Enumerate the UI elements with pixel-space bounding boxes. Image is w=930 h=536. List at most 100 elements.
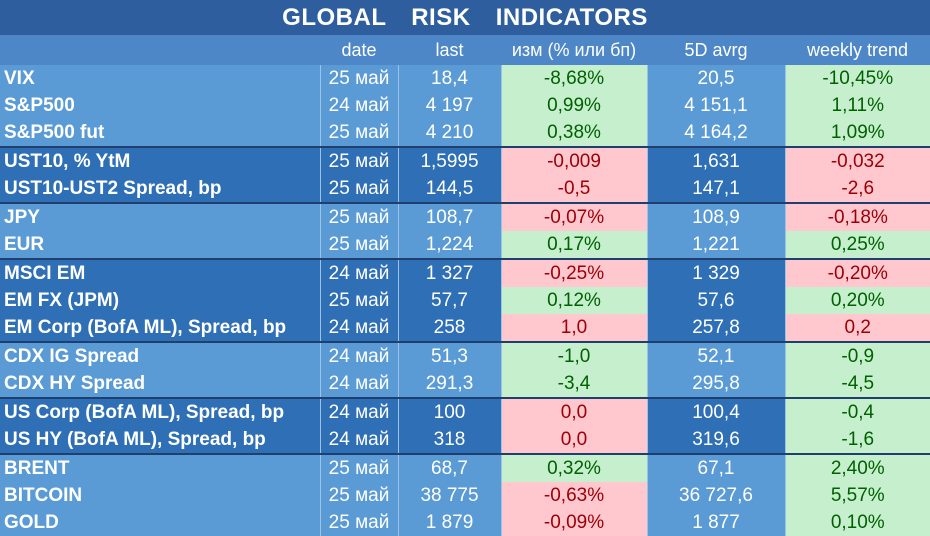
table-row: CDX IG Spread 24 май 51,3 -1,0 52,1 -0,9 <box>0 341 930 370</box>
indicator-change: 0,32% <box>501 453 647 482</box>
indicator-5d-average: 57,6 <box>646 287 786 314</box>
indicator-name: BITCOIN <box>0 482 320 509</box>
indicator-date: 25 май <box>319 509 399 536</box>
indicator-5d-average: 52,1 <box>646 341 786 370</box>
indicator-date: 25 май <box>319 175 399 203</box>
indicator-last: 18,4 <box>398 65 502 92</box>
sheet-title: GLOBAL RISK INDICATORS <box>0 0 930 35</box>
table-row: MSCI EM 24 май 1 327 -0,25% 1 329 -0,20% <box>0 258 930 287</box>
indicator-last: 4 197 <box>398 92 502 119</box>
indicator-weekly-trend: -1,6 <box>785 426 930 454</box>
header-last: last <box>398 35 501 65</box>
indicator-weekly-trend: 0,2 <box>785 314 930 342</box>
indicator-5d-average: 4 151,1 <box>646 92 786 119</box>
indicator-5d-average: 295,8 <box>646 370 786 398</box>
indicator-name: EUR <box>0 231 320 259</box>
header-weekly-trend: weekly trend <box>785 35 930 65</box>
indicator-name: BRENT <box>0 453 320 482</box>
indicator-last: 51,3 <box>398 341 502 370</box>
indicator-date: 24 май <box>319 370 399 398</box>
indicator-change: -1,0 <box>501 341 647 370</box>
indicator-change: 0,38% <box>501 119 647 147</box>
indicator-5d-average: 4 164,2 <box>646 119 786 147</box>
table-row: UST10-UST2 Spread, bp 25 май 144,5 -0,5 147,… <box>0 175 930 203</box>
indicator-date: 25 май <box>319 119 399 147</box>
table-row: VIX 25 май 18,4 -8,68% 20,5 -10,45% <box>0 65 930 92</box>
indicator-5d-average: 1 877 <box>646 509 786 536</box>
indicator-last: 1,5995 <box>398 146 502 175</box>
table-row: BRENT 25 май 68,7 0,32% 67,1 2,40% <box>0 453 930 482</box>
indicator-change: 0,12% <box>501 287 647 314</box>
indicator-change: -0,5 <box>501 175 647 203</box>
indicator-last: 291,3 <box>398 370 502 398</box>
indicator-date: 24 май <box>319 92 399 119</box>
indicator-date: 24 май <box>319 314 399 342</box>
header-change: изм (% или бп) <box>501 35 647 65</box>
indicator-weekly-trend: 0,10% <box>785 509 930 536</box>
indicator-name: JPY <box>0 202 320 231</box>
indicator-5d-average: 20,5 <box>646 65 786 92</box>
indicator-change: 0,0 <box>501 397 647 426</box>
indicator-weekly-trend: -10,45% <box>785 65 930 92</box>
table-row: US Corp (BofA ML), Spread, bp 24 май 100 0,… <box>0 397 930 426</box>
indicator-5d-average: 319,6 <box>646 426 786 454</box>
indicator-last: 318 <box>398 426 502 454</box>
indicator-5d-average: 257,8 <box>646 314 786 342</box>
indicator-date: 24 май <box>319 258 399 287</box>
table-row: EUR 25 май 1,224 0,17% 1,221 0,25% <box>0 231 930 259</box>
indicator-name: UST10, % YtM <box>0 146 320 175</box>
indicator-name: EM FX (JPM) <box>0 287 320 314</box>
indicator-change: 0,0 <box>501 426 647 454</box>
table-row: EM FX (JPM) 25 май 57,7 0,12% 57,6 0,20% <box>0 287 930 314</box>
indicator-change: -8,68% <box>501 65 647 92</box>
indicator-name: S&P500 fut <box>0 119 320 147</box>
indicator-weekly-trend: -4,5 <box>785 370 930 398</box>
indicator-date: 24 май <box>319 426 399 454</box>
indicator-last: 1 879 <box>398 509 502 536</box>
indicators-body: VIX 25 май 18,4 -8,68% 20,5 -10,45% S&P500 24 м… <box>0 65 930 536</box>
table-row: GOLD 25 май 1 879 -0,09% 1 877 0,10% <box>0 509 930 536</box>
header-date: date <box>320 35 398 65</box>
indicator-change: -0,25% <box>501 258 647 287</box>
table-row: UST10, % YtM 25 май 1,5995 -0,009 1,631 -0,03… <box>0 146 930 175</box>
indicator-weekly-trend: 0,25% <box>785 231 930 259</box>
indicator-5d-average: 36 727,6 <box>646 482 786 509</box>
table-row: EM Corp (BofA ML), Spread, bp 24 май 258 1,… <box>0 314 930 342</box>
indicator-weekly-trend: -0,20% <box>785 258 930 287</box>
indicator-last: 258 <box>398 314 502 342</box>
indicator-weekly-trend: -0,18% <box>785 202 930 231</box>
indicator-weekly-trend: 1,11% <box>785 92 930 119</box>
indicators-table: date last изм (% или бп) 5D avrg weekly … <box>0 35 930 536</box>
indicator-last: 4 210 <box>398 119 502 147</box>
indicator-change: -3,4 <box>501 370 647 398</box>
indicator-last: 144,5 <box>398 175 502 203</box>
indicator-weekly-trend: 2,40% <box>785 453 930 482</box>
indicator-change: 0,17% <box>501 231 647 259</box>
header-row: date last изм (% или бп) 5D avrg weekly … <box>0 35 930 65</box>
indicator-last: 38 775 <box>398 482 502 509</box>
indicator-weekly-trend: 5,57% <box>785 482 930 509</box>
indicator-date: 25 май <box>319 65 399 92</box>
indicator-change: -0,09% <box>501 509 647 536</box>
indicator-date: 25 май <box>319 453 399 482</box>
indicator-last: 1 327 <box>398 258 502 287</box>
indicator-last: 1,224 <box>398 231 502 259</box>
indicator-name: S&P500 <box>0 92 320 119</box>
table-row: JPY 25 май 108,7 -0,07% 108,9 -0,18% <box>0 202 930 231</box>
indicator-name: EM Corp (BofA ML), Spread, bp <box>0 314 320 342</box>
header-5d-average: 5D avrg <box>647 35 785 65</box>
indicator-change: -0,07% <box>501 202 647 231</box>
indicator-name: VIX <box>0 65 320 92</box>
indicator-weekly-trend: -0,4 <box>785 397 930 426</box>
indicator-5d-average: 108,9 <box>646 202 786 231</box>
indicator-name: US HY (BofA ML), Spread, bp <box>0 426 320 454</box>
indicator-last: 68,7 <box>398 453 502 482</box>
indicator-date: 25 май <box>319 482 399 509</box>
indicator-change: 0,99% <box>501 92 647 119</box>
indicator-last: 108,7 <box>398 202 502 231</box>
indicator-5d-average: 67,1 <box>646 453 786 482</box>
indicator-date: 25 май <box>319 146 399 175</box>
indicator-5d-average: 1 329 <box>646 258 786 287</box>
indicator-weekly-trend: 1,09% <box>785 119 930 147</box>
